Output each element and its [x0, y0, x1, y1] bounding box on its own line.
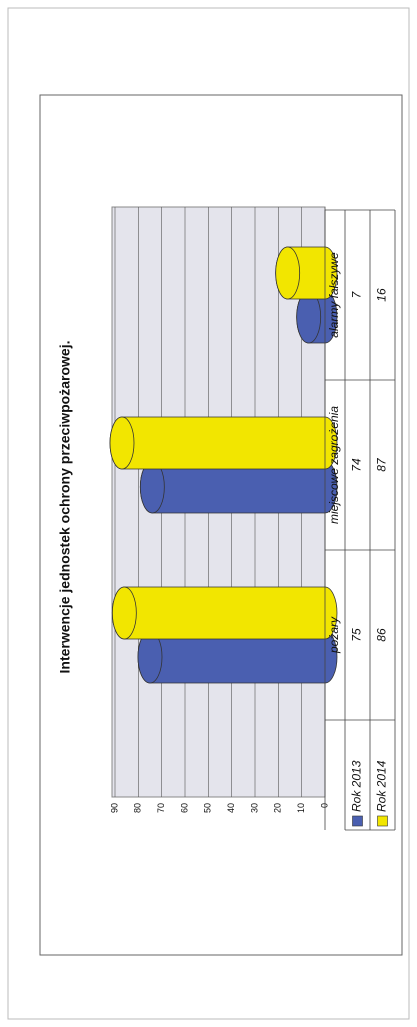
y-tick-label: 20 — [273, 803, 283, 813]
y-tick-label: 0 — [319, 803, 329, 808]
page-border — [7, 7, 410, 1020]
chart-title: Interwencje jednostek ochrony przeciwpoż… — [57, 341, 73, 674]
legend-swatch — [352, 815, 363, 827]
legend-swatch — [377, 815, 388, 827]
y-tick-label: 60 — [179, 803, 189, 813]
table-value: 86 — [375, 628, 389, 642]
table-value: 74 — [350, 458, 364, 472]
legend-label: Rok 2014 — [375, 760, 389, 812]
bar — [111, 586, 338, 640]
y-tick-label: 40 — [226, 803, 236, 813]
rotated-chart: Interwencje jednostek ochrony przeciwpoż… — [39, 94, 403, 956]
y-tick-label: 30 — [249, 803, 259, 813]
bar — [109, 416, 338, 470]
table-value: 16 — [375, 288, 389, 302]
x-tick-label: alarmy fałszywe — [327, 252, 341, 338]
x-tick-label: miejscowe zagrożenia — [327, 406, 341, 524]
y-tick-label: 70 — [156, 803, 166, 813]
table-value: 75 — [350, 628, 364, 642]
table-value: 87 — [375, 457, 389, 472]
y-tick-label: 80 — [133, 803, 143, 813]
y-tick-label: 50 — [203, 803, 213, 813]
legend-label: Rok 2013 — [350, 760, 364, 812]
y-tick-label: 10 — [296, 803, 306, 813]
x-tick-label: pożary — [327, 616, 341, 654]
bar-top — [111, 586, 137, 640]
y-tick-label: 90 — [109, 803, 119, 813]
bar-top — [275, 246, 301, 300]
table-value: 7 — [350, 290, 364, 298]
bar-top — [109, 416, 135, 470]
